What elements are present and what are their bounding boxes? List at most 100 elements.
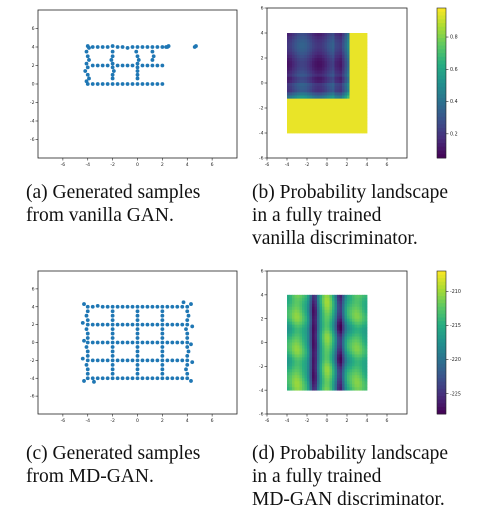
heatmap-cell — [349, 309, 353, 314]
scatter-point — [110, 61, 115, 66]
heatmap-cell — [314, 54, 318, 59]
heatmap-cell — [297, 321, 300, 326]
heatmap-cell — [314, 126, 318, 131]
heatmap-cell — [347, 83, 350, 87]
heatmap-cell — [312, 375, 315, 379]
scatter-point — [135, 345, 140, 349]
scatter-point — [165, 322, 170, 327]
heatmap-cell — [317, 61, 320, 65]
colorbar-segment — [437, 75, 446, 80]
heatmap-cell — [319, 378, 323, 382]
x-tick-label: 0 — [326, 418, 329, 424]
scatter-point — [170, 358, 175, 363]
caption-c: (c) Generated samples from MD-GAN. — [26, 442, 200, 488]
heatmap-cell — [344, 297, 348, 302]
heatmap-cell — [287, 67, 290, 71]
heatmap-cell — [299, 79, 303, 84]
heatmap-cell — [319, 381, 323, 385]
heatmap-cell — [352, 294, 355, 299]
heatmap-cell — [359, 351, 363, 355]
heatmap-cell — [297, 117, 300, 121]
scatter-point — [135, 318, 140, 323]
heatmap-cell — [287, 309, 290, 314]
scatter-point — [135, 358, 140, 363]
scatter-point — [160, 322, 165, 327]
scatter-point — [110, 376, 115, 381]
heatmap-cell — [357, 354, 360, 358]
heatmap-cell — [307, 351, 310, 355]
heatmap-cell — [359, 123, 363, 128]
scatter-point — [140, 82, 145, 86]
heatmap-cell — [339, 354, 343, 358]
heatmap-cell — [342, 306, 345, 311]
heatmap-cell — [337, 306, 340, 311]
heatmap-cell — [332, 354, 335, 358]
heatmap-cell — [347, 120, 350, 125]
heatmap-cell — [339, 111, 343, 115]
heatmap-cell — [304, 42, 308, 46]
heatmap-cell — [359, 51, 363, 56]
heatmap-cell — [319, 324, 323, 329]
heatmap-cell — [292, 45, 295, 50]
scatter-point — [105, 63, 110, 68]
scatter-point — [185, 309, 190, 314]
heatmap-cell — [319, 42, 323, 46]
heatmap-cell — [349, 294, 353, 299]
heatmap-cell — [292, 327, 295, 331]
heatmap-cell — [289, 111, 293, 115]
heatmap-cell — [347, 378, 350, 382]
heatmap-cell — [304, 345, 308, 349]
heatmap-cell — [327, 39, 330, 43]
heatmap-cell — [324, 321, 328, 326]
heatmap-cell — [362, 315, 365, 320]
heatmap-cell — [362, 306, 365, 311]
heatmap-cell — [329, 129, 333, 134]
heatmap-cell — [299, 104, 303, 109]
heatmap-cell — [327, 366, 330, 370]
heatmap-cell — [317, 48, 320, 53]
heatmap-cell — [357, 333, 360, 337]
caption-c-line-1: (c) Generated samples — [26, 443, 201, 464]
heatmap-cell — [352, 123, 355, 128]
heatmap-cell — [309, 61, 313, 65]
heatmap-cell — [352, 312, 355, 317]
colorbar-segment — [437, 271, 446, 275]
heatmap-cell — [294, 318, 298, 323]
scatter-point — [105, 340, 110, 345]
heatmap-cell — [327, 117, 330, 121]
y-tick-label: 0 — [261, 81, 264, 87]
heatmap-cell — [309, 111, 313, 115]
scatter-point — [95, 82, 100, 86]
colorbar-segment — [437, 381, 446, 386]
heatmap-cell — [309, 39, 313, 43]
heatmap-cell — [297, 61, 300, 65]
heatmap-cell — [329, 387, 333, 391]
heatmap-cell — [337, 120, 340, 125]
heatmap-cell — [337, 89, 340, 93]
heatmap-cell — [319, 351, 323, 355]
heatmap-cell — [304, 120, 308, 125]
scatter-point — [110, 331, 115, 336]
heatmap-cell — [322, 76, 325, 81]
heatmap-cell — [362, 345, 365, 349]
heatmap-cell — [317, 70, 320, 75]
heatmap-cell — [297, 111, 300, 115]
heatmap-cell — [317, 92, 320, 96]
scatter-point — [82, 302, 86, 306]
heatmap-cell — [337, 387, 340, 391]
heatmap-cell — [309, 294, 313, 299]
heatmap-cell — [307, 120, 310, 125]
scatter-point — [84, 345, 89, 349]
heatmap-cell — [357, 54, 360, 59]
heatmap-cell — [347, 129, 350, 134]
heatmap-cell — [314, 123, 318, 128]
scatter-point — [184, 367, 188, 372]
scatter-point — [160, 309, 165, 314]
heatmap-cell — [337, 104, 340, 109]
scatter-point — [115, 304, 120, 309]
heatmap-cell — [287, 327, 290, 331]
heatmap-cell — [334, 58, 338, 62]
heatmap-cell — [304, 83, 308, 87]
heatmap-cell — [304, 61, 308, 65]
heatmap-cell — [297, 48, 300, 53]
